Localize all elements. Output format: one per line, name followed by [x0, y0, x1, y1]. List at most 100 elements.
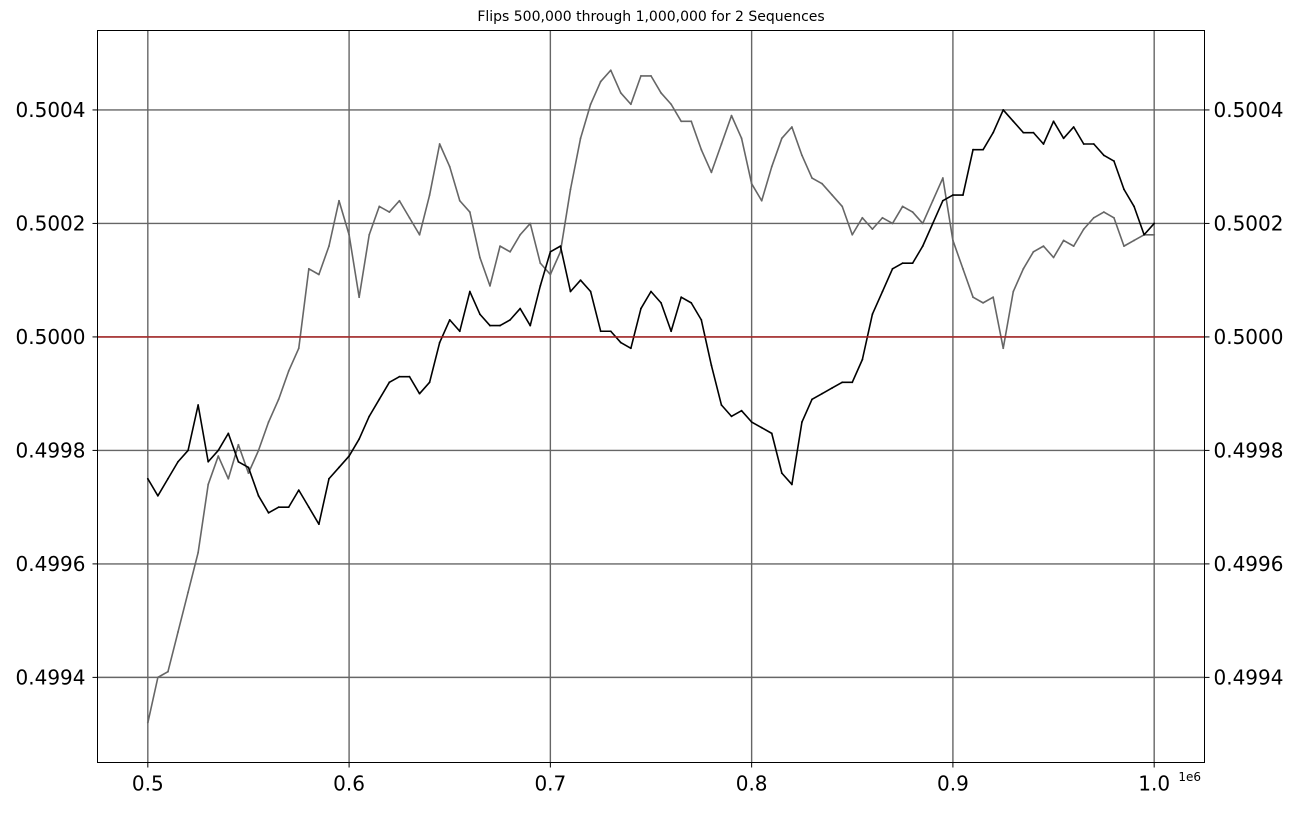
x-tick-label: 0.8 [736, 772, 768, 796]
x-tick-label: 1.0 [1138, 772, 1170, 796]
data-point [629, 103, 632, 106]
series-1 [146, 69, 1156, 724]
data-point [418, 392, 421, 395]
data-point [479, 256, 481, 259]
data-point [307, 267, 310, 270]
data-point [458, 199, 461, 202]
data-point [378, 205, 381, 208]
data-point [790, 126, 793, 128]
data-point [962, 194, 964, 196]
data-point [368, 415, 371, 418]
data-point [1153, 222, 1156, 225]
data-point [267, 511, 270, 514]
data-point [770, 165, 773, 168]
data-point [1042, 245, 1045, 248]
data-point [750, 182, 753, 185]
data-point [287, 506, 290, 509]
data-point [277, 398, 280, 401]
data-point [881, 216, 884, 219]
data-point [358, 438, 361, 440]
data-point [730, 114, 733, 117]
y-tick-label-left: 0.5004 [16, 98, 86, 122]
data-point [952, 194, 954, 196]
data-point [941, 199, 944, 202]
data-point [318, 273, 320, 276]
data-point [1022, 267, 1025, 270]
data-point [358, 296, 361, 299]
data-point [398, 375, 401, 378]
data-point [690, 301, 693, 304]
data-point [992, 131, 995, 134]
data-point [1082, 143, 1085, 145]
data-point [348, 455, 350, 457]
data-point [297, 347, 300, 350]
data-point [509, 319, 512, 321]
data-point [982, 301, 984, 304]
data-point [217, 455, 220, 457]
data-point [770, 432, 773, 435]
x-axis-offset-label: 1e6 [1178, 770, 1201, 784]
data-point [740, 137, 743, 140]
data-point [177, 631, 179, 633]
data-point [841, 205, 844, 208]
data-point [619, 341, 622, 344]
data-point [388, 211, 391, 213]
y-tick-label-right: 0.5002 [1214, 211, 1284, 235]
data-point [609, 330, 612, 333]
data-point [509, 250, 512, 253]
data-point [871, 313, 874, 316]
x-tick-label: 0.6 [333, 772, 365, 796]
data-point [1072, 245, 1075, 248]
data-point [700, 319, 703, 321]
data-point [197, 404, 200, 406]
data-point [1012, 290, 1015, 293]
data-point [629, 347, 632, 350]
data-point [448, 165, 451, 168]
data-point [539, 284, 542, 287]
data-point [720, 143, 723, 145]
data-point [1062, 137, 1065, 140]
data-point [811, 177, 813, 179]
data-point [1143, 233, 1146, 236]
data-point [640, 307, 642, 310]
data-point [881, 290, 884, 293]
data-point [801, 421, 803, 423]
data-point [851, 233, 854, 236]
data-point [287, 370, 290, 372]
data-point [599, 330, 602, 333]
data-point [559, 245, 562, 248]
data-point [237, 443, 240, 446]
data-point [378, 398, 381, 401]
data-point [931, 199, 934, 202]
data-point [650, 290, 652, 293]
data-point [408, 216, 411, 219]
data-point [911, 211, 914, 213]
data-point [982, 148, 984, 151]
data-point [1133, 205, 1135, 208]
data-point [307, 506, 310, 509]
y-axis-left-ticks: 0.4994 0.4996 0.4998 0.5000 0.5002 0.5004 [16, 98, 98, 689]
data-point [156, 676, 159, 679]
data-point [569, 290, 572, 293]
data-point [821, 392, 823, 395]
data-point [267, 421, 270, 423]
data-point [1092, 216, 1095, 219]
data-point [1123, 245, 1125, 248]
data-point [237, 460, 240, 463]
data-point [660, 301, 662, 304]
data-point [529, 324, 532, 327]
data-point [1102, 211, 1105, 213]
y-axis-right-ticks: 0.4994 0.4996 0.4998 0.5000 0.5002 0.5004 [1204, 98, 1284, 689]
data-point [247, 472, 250, 474]
data-point [861, 358, 864, 361]
data-point [428, 194, 431, 196]
data-point [177, 460, 179, 463]
series-layer [146, 69, 1156, 724]
data-point [368, 233, 371, 236]
data-point [489, 284, 491, 287]
data-point [1052, 120, 1055, 123]
data-point [700, 148, 703, 151]
data-point [589, 103, 592, 106]
data-point [529, 222, 532, 225]
